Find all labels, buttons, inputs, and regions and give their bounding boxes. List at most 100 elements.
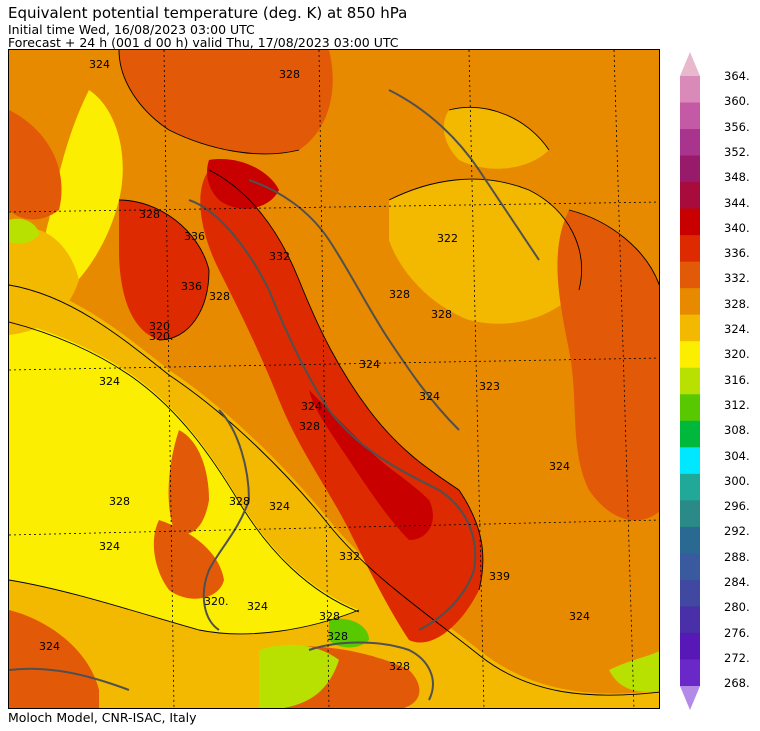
forecast-valid-label: Forecast + 24 h (001 d 00 h) valid Thu, … [8, 35, 399, 50]
contour-label: 336 [184, 230, 205, 243]
contour-label: 332 [339, 550, 360, 563]
contour-label: 324 [301, 400, 322, 413]
colorbar-swatch [680, 208, 700, 236]
colorbar-swatch [680, 659, 700, 687]
contour-label: 324 [247, 600, 268, 613]
colorbar-tick-label: 356. [724, 119, 750, 134]
contour-label: 328 [389, 288, 410, 301]
colorbar-tick-label: 348. [724, 170, 750, 185]
colorbar-swatch [680, 447, 700, 475]
chart-title: Equivalent potential temperature (deg. K… [8, 4, 408, 22]
field-zone-332-east [557, 210, 659, 521]
colorbar-swatch [680, 553, 700, 581]
field-zone-320-north [45, 90, 123, 290]
field-zone-332-sw [9, 610, 99, 708]
contour-label: 324 [269, 500, 290, 513]
colorbar-tick-label: 292. [724, 524, 750, 539]
contour-label: 332 [269, 250, 290, 263]
colorbar-swatch [680, 235, 700, 263]
contour-label: 339 [489, 570, 510, 583]
model-credit: Moloch Model, CNR-ISAC, Italy [8, 710, 197, 725]
contour-label: 336 [181, 280, 202, 293]
graticule [9, 50, 659, 708]
colorbar-swatch [680, 367, 700, 395]
colorbar-tick-label: 304. [724, 448, 750, 463]
colorbar-tick-label: 352. [724, 144, 750, 159]
contour-label: 328 [327, 630, 348, 643]
contour-label: 324 [99, 540, 120, 553]
colorbar-tick-label: 280. [724, 600, 750, 615]
field-zone-332-north [119, 50, 333, 154]
colorbar-tick-label: 284. [724, 575, 750, 589]
contour-label: 324 [419, 390, 440, 403]
colorbar-swatch [680, 500, 700, 528]
colorbar-swatch [680, 473, 700, 501]
colorbar-swatch [680, 420, 700, 448]
colorbar-tick-label: 276. [724, 625, 750, 640]
colorbar-swatch [680, 288, 700, 316]
contour-label: 323 [479, 380, 500, 393]
colorbar-tick-label: 300. [724, 473, 750, 488]
contour-label: 324 [99, 375, 120, 388]
colorbar-swatch [680, 632, 700, 660]
field-zone-332-island-1 [168, 430, 209, 534]
contour-label: 328 [279, 68, 300, 81]
colorbar-swatch [680, 579, 700, 607]
contour-label: 324 [89, 58, 110, 71]
contour-label: 328 [209, 290, 230, 303]
contour-label: 324 [549, 460, 570, 473]
colorbar-tick-label: 324. [724, 322, 750, 336]
contour-label: 328 [229, 495, 250, 508]
map-panel: 324 328 328 336 336 332 328 320. 324 324 322 328 328… [8, 49, 660, 709]
contour-label: 328 [299, 420, 320, 433]
colorbar-tick-label: 332. [724, 271, 750, 286]
colorbar-swatch [680, 686, 700, 710]
colorbar-swatch [680, 261, 700, 289]
field-zone-316-south [259, 644, 339, 708]
colorbar-swatch [680, 526, 700, 554]
colorbar-tick-label: 288. [724, 549, 750, 564]
colorbar-swatch [680, 606, 700, 634]
field-zone-336-nw [119, 200, 209, 340]
colorbar-swatch [680, 155, 700, 183]
colorbar-swatch [680, 182, 700, 210]
colorbar-tick-label: 316. [724, 372, 750, 387]
field-zone-316-se [609, 651, 659, 692]
field-zone-340-north [207, 159, 279, 209]
colorbar-tick-label: 320. [724, 347, 750, 362]
contour-label: 324 [39, 640, 60, 653]
field-zone-324-nw [9, 227, 79, 335]
colorbar-swatch [680, 341, 700, 369]
colorbar-tick-label: 364. [724, 69, 750, 83]
colorbar-tick-label: 336. [724, 246, 750, 261]
field-zone-324-ne2 [443, 107, 549, 169]
colorbar-tick-label: 268. [724, 676, 750, 691]
contour-label: 324 [569, 610, 590, 623]
colorbar-tick-label: 312. [724, 397, 750, 412]
colorbar-tick-label: 344. [724, 195, 750, 210]
field-zone-312-south [329, 618, 369, 648]
contour-label: 328 [319, 610, 340, 623]
contour-label: 320. [204, 595, 229, 608]
coastlines [9, 89, 540, 701]
colorbar-swatch [680, 52, 700, 76]
colorbar-tick-label: 272. [724, 650, 750, 665]
contour-label: 320. [149, 330, 174, 343]
colorbar-tick-label: 328. [724, 296, 750, 311]
colorbar-tick-label: 296. [724, 499, 750, 514]
colorbar-swatch [680, 102, 700, 130]
colorbar-swatch [680, 129, 700, 157]
field-zone-332-west [9, 110, 62, 220]
contour-label: 322 [437, 232, 458, 245]
field-zone-324-ne [389, 179, 582, 324]
colorbar-tick-label: 308. [724, 423, 750, 438]
contour-lines [9, 50, 659, 696]
colorbar-swatch [680, 314, 700, 342]
colorbar-swatch [680, 76, 700, 104]
contour-label: 320 [149, 320, 170, 333]
colorbar [680, 52, 700, 710]
contour-labels: 324 328 328 336 336 332 328 320. 324 324 322 328 328… [39, 58, 590, 673]
contour-label: 328 [109, 495, 130, 508]
colorbar-tick-label: 340. [724, 220, 750, 235]
contour-label: 324 [359, 358, 380, 371]
